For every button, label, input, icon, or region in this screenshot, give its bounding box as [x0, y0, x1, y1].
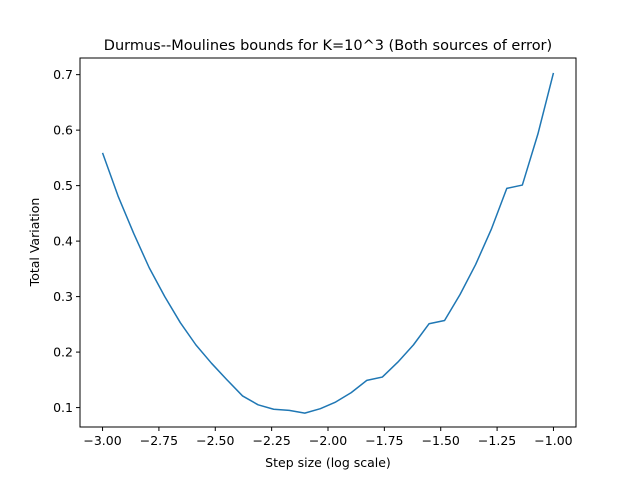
y-axis: 0.1 0.2 0.3 0.4 0.5 0.6 0.7 — [53, 67, 80, 415]
series-line-0 — [101, 72, 555, 414]
x-axis-label: Step size (log scale) — [265, 455, 391, 470]
x-tick-label: −1.50 — [422, 433, 460, 448]
y-tick-label: 0.4 — [53, 234, 73, 249]
x-tick-label: −2.75 — [140, 433, 178, 448]
y-tick-label: 0.1 — [53, 400, 73, 415]
x-axis: −3.00 −2.75 −2.50 −2.25 −2.00 −1.75 −1.50 −1.25… — [83, 427, 573, 448]
x-tick-label: −3.00 — [83, 433, 121, 448]
y-tick-label: 0.6 — [53, 123, 73, 138]
x-tick-label: −1.00 — [534, 433, 572, 448]
x-tick-label: −1.25 — [478, 433, 516, 448]
x-tick-label: −2.50 — [196, 433, 234, 448]
x-tick-label: −2.00 — [309, 433, 347, 448]
y-tick-label: 0.5 — [53, 178, 73, 193]
y-tick-label: 0.7 — [53, 67, 73, 82]
x-tick-label: −2.25 — [252, 433, 290, 448]
chart-title: Durmus--Moulines bounds for K=10^3 (Both… — [104, 38, 552, 54]
x-tick-label: −1.75 — [365, 433, 403, 448]
y-axis-label: Total Variation — [27, 198, 42, 288]
plot-area — [101, 72, 555, 414]
y-tick-label: 0.3 — [53, 289, 73, 304]
y-tick-label: 0.2 — [53, 345, 73, 360]
